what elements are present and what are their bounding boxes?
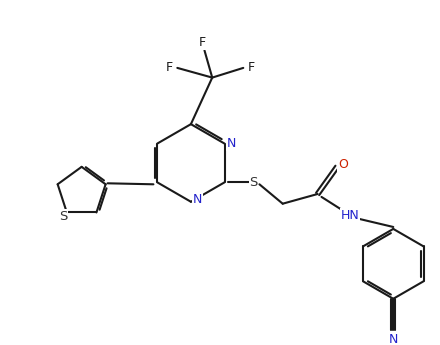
Text: F: F xyxy=(166,61,173,75)
Text: HN: HN xyxy=(340,209,359,222)
Text: N: N xyxy=(193,193,202,206)
Text: F: F xyxy=(247,61,255,75)
Text: S: S xyxy=(59,210,67,223)
Text: N: N xyxy=(227,137,236,150)
Text: S: S xyxy=(249,176,258,189)
Text: F: F xyxy=(199,36,206,49)
Text: N: N xyxy=(389,333,398,345)
Text: O: O xyxy=(338,158,348,171)
